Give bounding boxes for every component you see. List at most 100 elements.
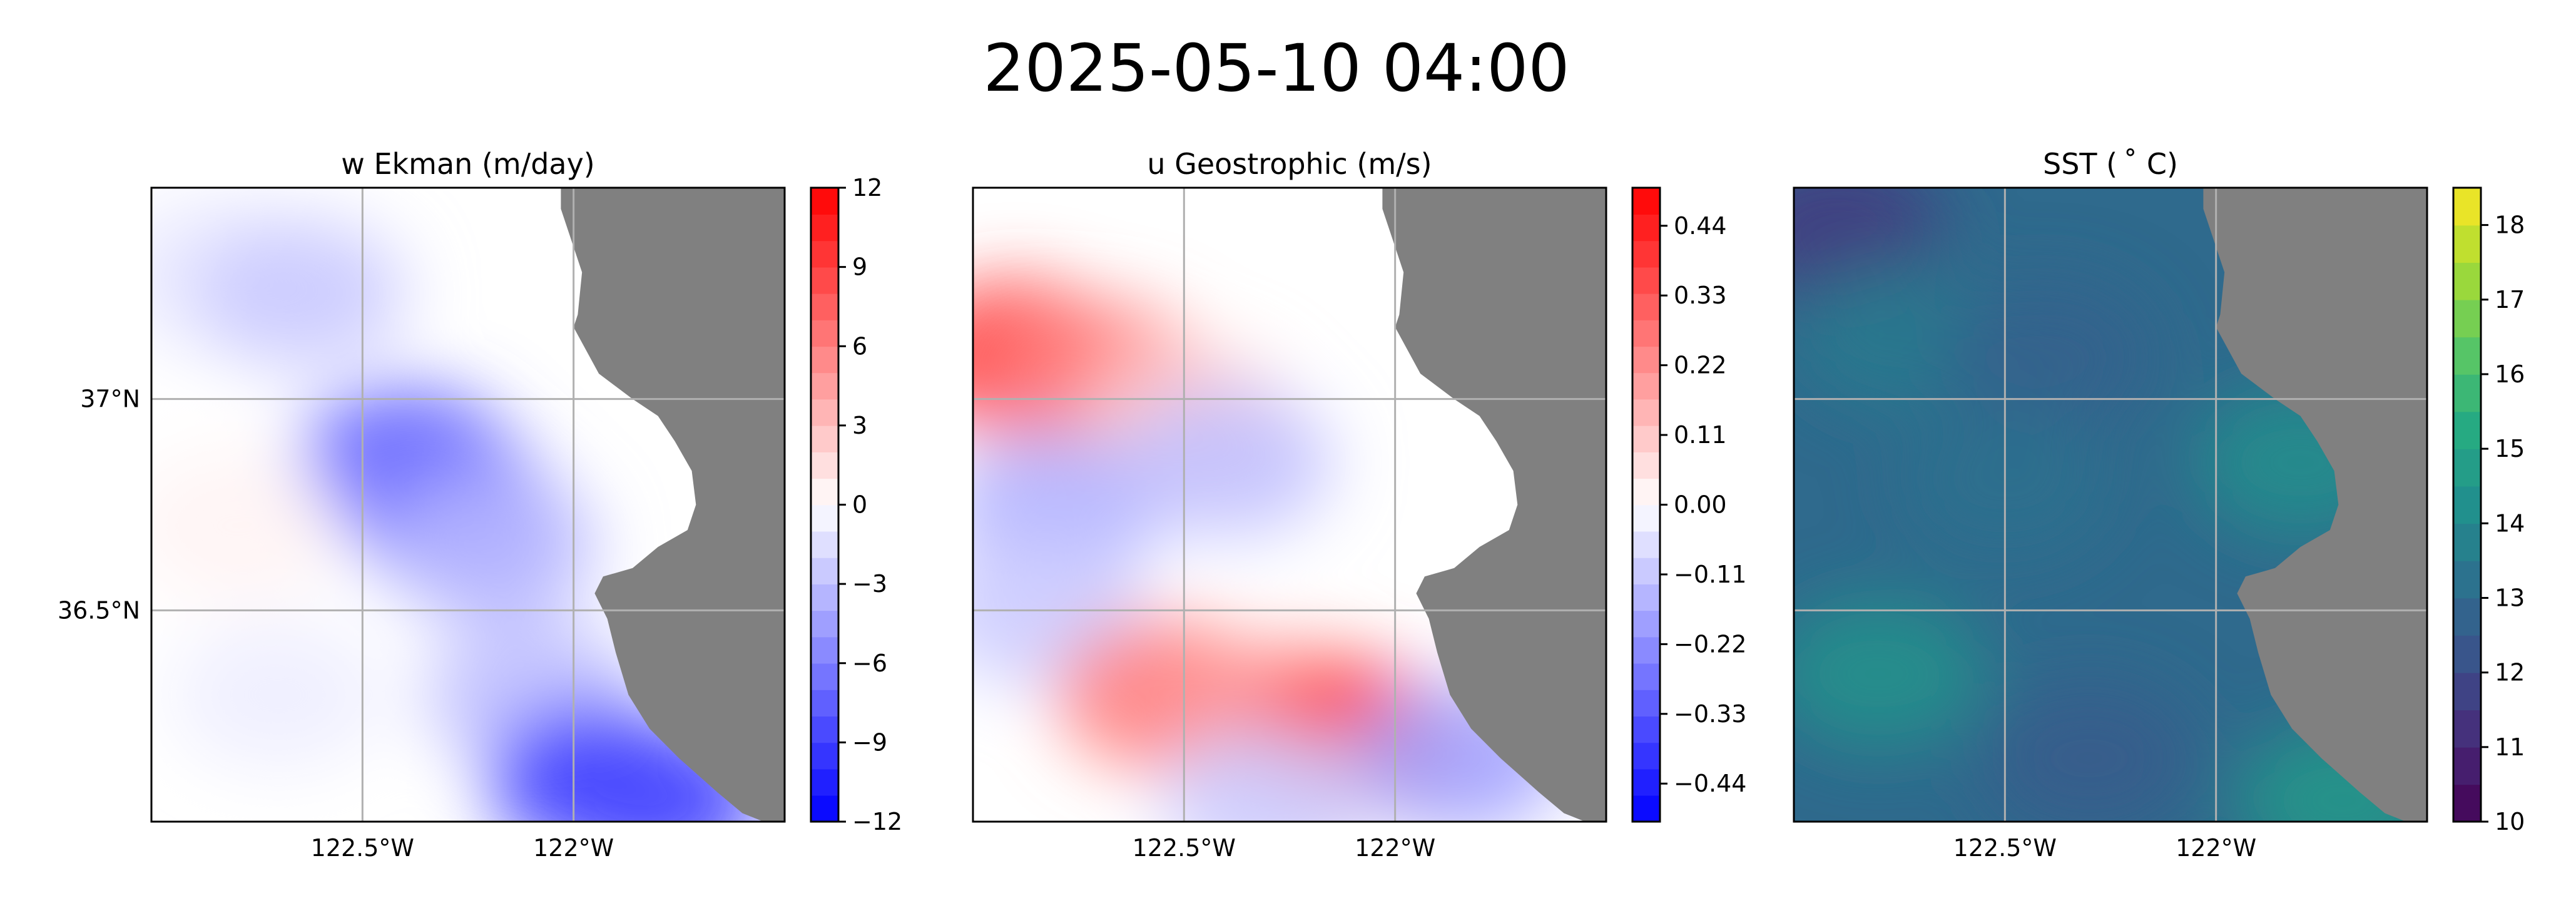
colorbar-tick-label: −0.33 [1674, 700, 1746, 728]
colorbar-tick-label: 9 [852, 253, 867, 281]
land-mask [2203, 188, 2427, 822]
colorbar-tick-label: −0.22 [1674, 630, 1746, 658]
colorbar-segment [1632, 372, 1660, 400]
colorbar-tick-label: 0.00 [1674, 491, 1727, 519]
panel-title: SST ( ˚ C) [2043, 147, 2178, 181]
colorbar-tick-label: 0.44 [1674, 212, 1727, 240]
colorbar-segment [1632, 188, 1660, 215]
colorbar-segment [811, 214, 838, 242]
colorbar-segment [811, 716, 838, 743]
colorbar-segment [1632, 531, 1660, 558]
colorbar-tick-label: 10 [2495, 808, 2525, 835]
colorbar-segment [1632, 663, 1660, 690]
colorbar-segment [1632, 452, 1660, 479]
colorbar-tick-label: 16 [2495, 360, 2525, 388]
colorbar-segment [811, 478, 838, 506]
panel-1: w Ekman (m/day) 122.5°W 122°W 37°N 36.5°N 12 9… [58, 147, 902, 862]
colorbar-segment [811, 768, 838, 796]
field-layer [973, 282, 1565, 822]
colorbar-segment [2453, 449, 2481, 487]
colorbar-tick-label: −12 [852, 808, 902, 835]
colorbar: 12 9 6 3 0 −3 −6 −9 −12 [810, 174, 902, 835]
colorbar-segment [2453, 374, 2481, 412]
colorbar-segment [1632, 557, 1660, 584]
y-tick-label: 37°N [80, 385, 140, 413]
colorbar-segment [811, 425, 838, 452]
colorbar-segment [2453, 747, 2481, 785]
colorbar-segment [1632, 742, 1660, 770]
colorbar-segment [2453, 523, 2481, 561]
panel-2: u Geostrophic (m/s)122.5°W 122°W0.440.330… [972, 147, 1746, 862]
colorbar: 0.44 0.33 0.22 0.11 0.00 −0.11 −0.22 −0.33 −0.44 [1631, 186, 1746, 823]
map-frame [972, 186, 1607, 823]
colorbar-segment [1632, 267, 1660, 294]
land-mask [1382, 188, 1606, 822]
field-feature [1940, 282, 2154, 432]
x-tick-label: 122°W [533, 834, 614, 862]
colorbar-segment [2453, 635, 2481, 673]
panel-title: u Geostrophic (m/s) [1147, 147, 1432, 181]
colorbar-segment [811, 531, 838, 558]
colorbar-tick-label: −0.44 [1674, 770, 1746, 797]
map-frame [1793, 186, 2428, 823]
colorbar-segment [2453, 560, 2481, 599]
colorbar-tick-label: 3 [852, 412, 867, 439]
panel-title: w Ekman (m/day) [341, 147, 595, 181]
colorbar-segment [811, 320, 838, 347]
field-feature [1162, 725, 1375, 822]
colorbar-segment [811, 504, 838, 532]
colorbar-tick-label: 14 [2495, 509, 2525, 537]
field-feature [1794, 598, 1985, 749]
colorbar-segment [1632, 214, 1660, 242]
colorbar-tick-label: 13 [2495, 584, 2525, 611]
colorbar-tick-label: 18 [2495, 212, 2525, 239]
colorbar-segment [811, 399, 838, 426]
field-feature [151, 451, 342, 601]
colorbar-segment [2453, 337, 2481, 375]
colorbar-segment [2453, 598, 2481, 636]
colorbar-segment [811, 293, 838, 320]
colorbar-segment [2453, 411, 2481, 449]
colorbar-tick-label: 15 [2495, 435, 2525, 462]
colorbar-tick-label: 11 [2495, 733, 2525, 761]
colorbar-segment [1632, 425, 1660, 452]
field-feature [171, 620, 385, 770]
colorbar-segment [2453, 225, 2481, 263]
colorbar-segment [811, 610, 838, 638]
map-frame [150, 186, 786, 823]
colorbar-segment [1632, 768, 1660, 796]
x-tick-label: 122.5°W [1953, 834, 2057, 862]
colorbar-segment [2453, 486, 2481, 524]
field-feature [1983, 683, 2196, 822]
colorbar-segment [1632, 716, 1660, 743]
colorbar-tick-label: 6 [852, 332, 867, 360]
colorbar-tick-label: −3 [852, 570, 887, 598]
colorbar-tick-label: 17 [2495, 286, 2525, 314]
colorbar-tick-label: −0.11 [1674, 561, 1746, 588]
field-layer [151, 197, 765, 822]
colorbar-segment [1632, 346, 1660, 374]
colorbar-segment [811, 346, 838, 374]
field-feature [1119, 387, 1333, 538]
colorbar-segment [2453, 188, 2481, 226]
colorbar-segment [811, 557, 838, 584]
colorbar-segment [1632, 240, 1660, 268]
colorbar-tick-label: 0.22 [1674, 352, 1727, 379]
colorbar-segment [1632, 636, 1660, 664]
x-tick-label: 122°W [1355, 834, 1435, 862]
figure-suptitle: 2025-05-10 04:00 [983, 30, 1569, 106]
colorbar-segment [1632, 504, 1660, 532]
colorbar-tick-label: −9 [852, 728, 887, 756]
colorbar-tick-label: 0 [852, 491, 867, 519]
colorbar-segment [1632, 320, 1660, 347]
colorbar-segment [811, 795, 838, 822]
colorbar-tick-label: −6 [852, 650, 887, 677]
colorbar-frame [2452, 186, 2482, 823]
colorbar-tick-label: 12 [852, 174, 882, 201]
x-tick-label: 122°W [2176, 834, 2256, 862]
colorbar-segment [811, 188, 838, 215]
colorbar-tick-label: 0.11 [1674, 421, 1727, 449]
colorbar-tick-label: 12 [2495, 659, 2525, 686]
colorbar-segment [1632, 293, 1660, 320]
colorbar-segment [1632, 478, 1660, 506]
